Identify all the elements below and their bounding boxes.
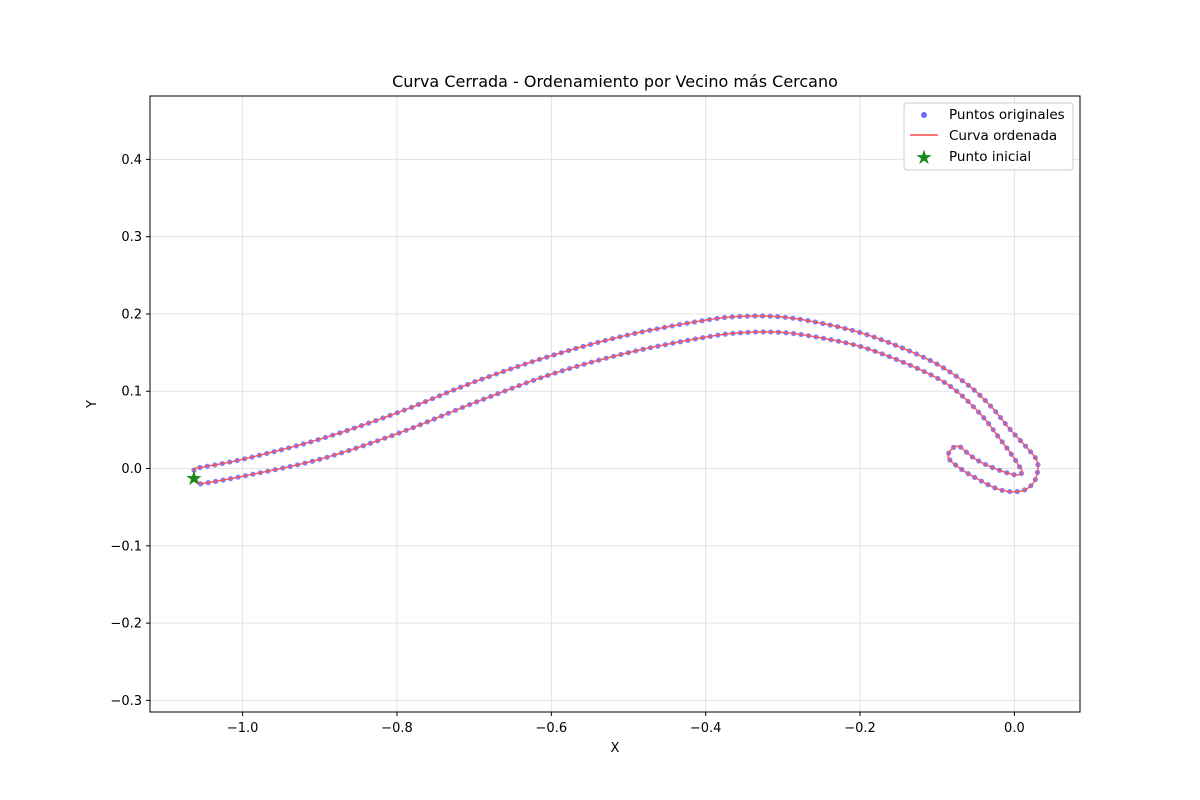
axis-ticks: −1.0 −0.8 −0.6 −0.4 −0.2 0.0 −0.3 −0.2 −0.1 0.0 0.…	[110, 153, 1024, 736]
legend-label-curva-ordenada: Curva ordenada	[949, 128, 1057, 144]
y-tick-label: 0.4	[121, 153, 142, 168]
y-tick-label: 0.0	[121, 462, 142, 477]
start-point-marker: ★	[185, 466, 203, 490]
y-axis-label: Y	[85, 400, 100, 409]
x-tick-label: 0.0	[1004, 721, 1025, 736]
legend-label-punto-inicial: Punto inicial	[949, 149, 1031, 165]
y-tick-label: 0.3	[121, 230, 142, 245]
x-axis-label: X	[611, 741, 620, 756]
grid	[150, 96, 1080, 712]
legend-frame	[903, 102, 1074, 171]
legend-label-puntos-originales: Puntos originales	[949, 107, 1065, 123]
y-tick-label: −0.3	[110, 694, 142, 709]
y-tick-label: −0.2	[110, 617, 142, 632]
legend: Puntos originales Curva ordenada ★ Punto…	[903, 102, 1074, 171]
x-tick-label: −0.6	[536, 721, 568, 736]
chart-title: Curva Cerrada - Ordenamiento por Vecino …	[392, 72, 838, 91]
x-tick-label: −0.2	[844, 721, 876, 736]
y-tick-label: 0.1	[121, 385, 142, 400]
x-tick-label: −0.4	[690, 721, 722, 736]
y-tick-label: 0.2	[121, 307, 142, 322]
legend-marker-punto-inicial: ★	[915, 145, 933, 169]
x-tick-label: −0.8	[381, 721, 413, 736]
plot-data: ★	[185, 313, 1041, 495]
x-tick-label: −1.0	[227, 721, 259, 736]
y-tick-label: −0.1	[110, 539, 142, 554]
legend-marker-puntos-originales	[921, 112, 927, 118]
plot-frame	[149, 95, 1081, 713]
ordered-curve-line	[193, 315, 1039, 493]
